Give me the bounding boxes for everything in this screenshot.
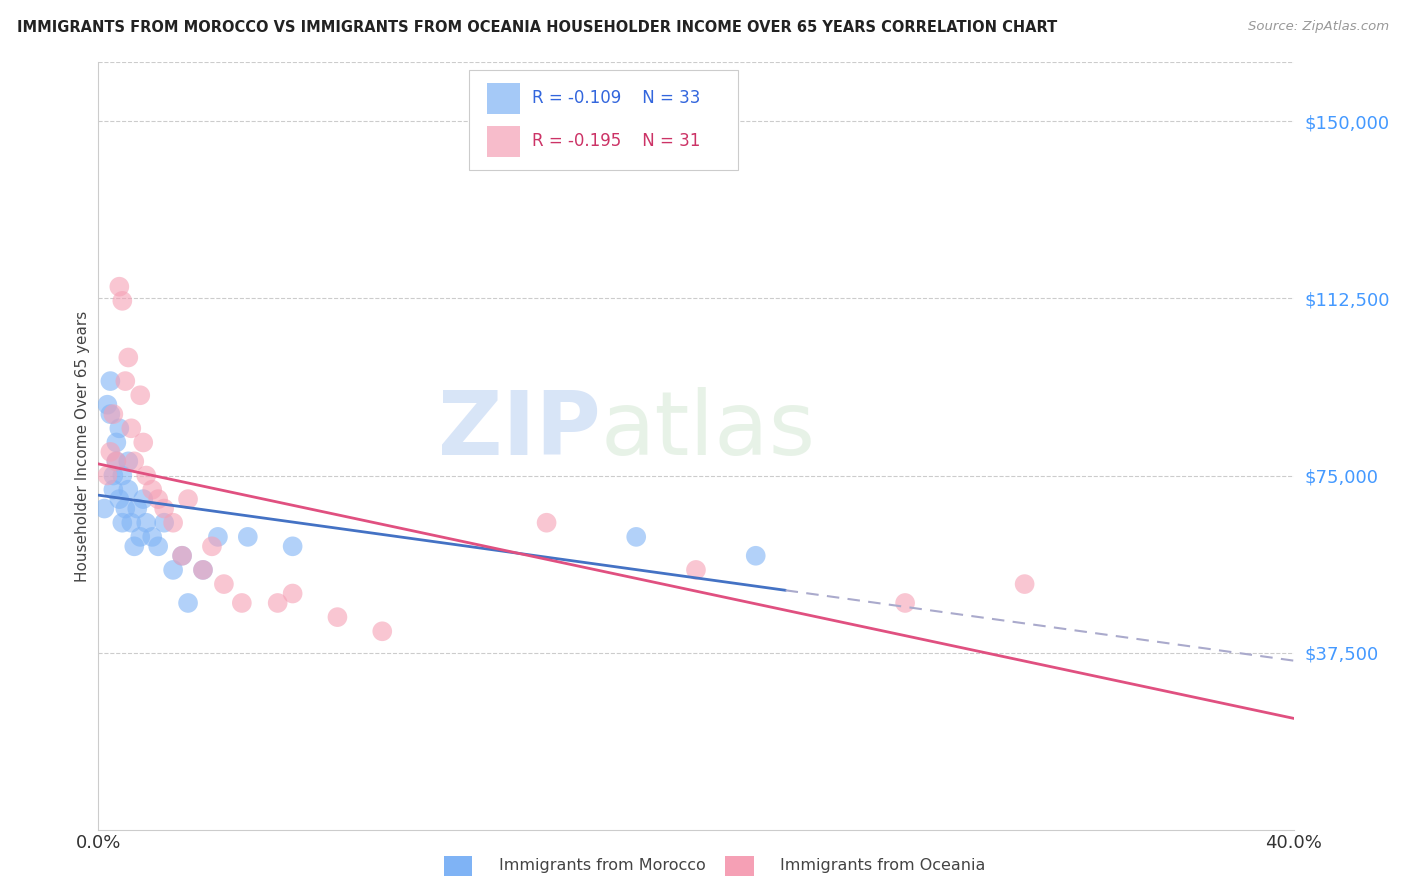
FancyBboxPatch shape bbox=[470, 70, 738, 169]
Point bbox=[141, 530, 163, 544]
Point bbox=[132, 492, 155, 507]
Point bbox=[132, 435, 155, 450]
Point bbox=[129, 530, 152, 544]
Point bbox=[96, 398, 118, 412]
Point bbox=[117, 454, 139, 468]
Point bbox=[111, 293, 134, 308]
Point bbox=[172, 549, 194, 563]
Point bbox=[141, 483, 163, 497]
Point bbox=[117, 351, 139, 365]
Point bbox=[124, 539, 146, 553]
Point bbox=[98, 445, 122, 459]
Point bbox=[685, 563, 707, 577]
Point bbox=[177, 492, 200, 507]
Point bbox=[207, 530, 229, 544]
Point bbox=[281, 539, 304, 553]
Point bbox=[745, 549, 768, 563]
Point bbox=[111, 516, 134, 530]
FancyBboxPatch shape bbox=[486, 126, 520, 157]
Text: ZIP: ZIP bbox=[437, 387, 600, 475]
Point bbox=[103, 468, 125, 483]
Point bbox=[236, 530, 259, 544]
Text: Immigrants from Morocco: Immigrants from Morocco bbox=[499, 858, 706, 872]
Point bbox=[177, 596, 200, 610]
Point bbox=[162, 563, 184, 577]
Point bbox=[172, 549, 194, 563]
Text: R = -0.195    N = 31: R = -0.195 N = 31 bbox=[533, 132, 700, 151]
Point bbox=[201, 539, 224, 553]
Point bbox=[162, 516, 184, 530]
Point bbox=[148, 539, 170, 553]
Point bbox=[127, 501, 149, 516]
Text: Immigrants from Oceania: Immigrants from Oceania bbox=[780, 858, 986, 872]
Point bbox=[108, 421, 131, 435]
Point bbox=[153, 516, 176, 530]
Point bbox=[212, 577, 235, 591]
Point bbox=[120, 516, 142, 530]
Point bbox=[153, 501, 176, 516]
Point bbox=[105, 435, 128, 450]
Text: Source: ZipAtlas.com: Source: ZipAtlas.com bbox=[1249, 20, 1389, 33]
Point bbox=[894, 596, 917, 610]
Point bbox=[191, 563, 214, 577]
Point bbox=[108, 492, 131, 507]
Text: IMMIGRANTS FROM MOROCCO VS IMMIGRANTS FROM OCEANIA HOUSEHOLDER INCOME OVER 65 YE: IMMIGRANTS FROM MOROCCO VS IMMIGRANTS FR… bbox=[17, 20, 1057, 35]
FancyBboxPatch shape bbox=[486, 83, 520, 114]
Point bbox=[98, 374, 122, 388]
Point bbox=[124, 454, 146, 468]
Point bbox=[108, 279, 131, 293]
Point bbox=[135, 468, 157, 483]
Point bbox=[135, 516, 157, 530]
Point bbox=[326, 610, 349, 624]
Point bbox=[1014, 577, 1036, 591]
Point bbox=[105, 454, 128, 468]
Point bbox=[96, 468, 118, 483]
Text: atlas: atlas bbox=[600, 387, 815, 475]
Text: R = -0.109    N = 33: R = -0.109 N = 33 bbox=[533, 89, 700, 108]
Point bbox=[281, 586, 304, 600]
Point bbox=[267, 596, 290, 610]
Point bbox=[98, 407, 122, 421]
Point bbox=[148, 492, 170, 507]
Point bbox=[191, 563, 214, 577]
Point bbox=[371, 624, 394, 639]
Point bbox=[105, 454, 128, 468]
Point bbox=[111, 468, 134, 483]
Point bbox=[103, 407, 125, 421]
Point bbox=[117, 483, 139, 497]
Point bbox=[231, 596, 253, 610]
Point bbox=[129, 388, 152, 402]
Point bbox=[120, 421, 142, 435]
Point bbox=[114, 374, 136, 388]
Point bbox=[93, 501, 115, 516]
Point bbox=[114, 501, 136, 516]
Y-axis label: Householder Income Over 65 years: Householder Income Over 65 years bbox=[75, 310, 90, 582]
Point bbox=[103, 483, 125, 497]
Point bbox=[536, 516, 558, 530]
Point bbox=[626, 530, 648, 544]
